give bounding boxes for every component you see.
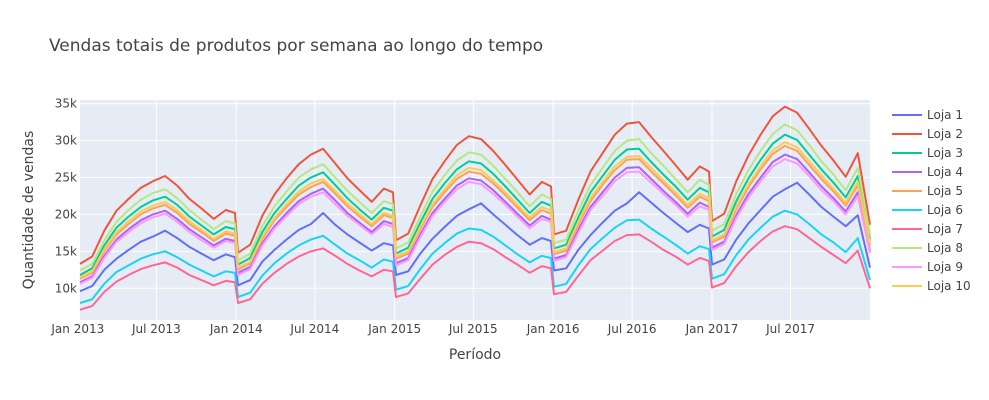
plot-area: [80, 100, 870, 320]
series-line-loja-9[interactable]: [79, 158, 871, 285]
x-tick-label: Jul 2015: [448, 322, 498, 336]
y-tick-label: 10k: [55, 281, 77, 295]
legend-label: Loja 1: [927, 108, 963, 122]
legend-item-loja-6[interactable]: Loja 6: [892, 203, 963, 217]
x-tick-label: Jan 2017: [685, 322, 739, 336]
series-line-loja-5[interactable]: [79, 144, 871, 280]
y-tick-label: 35k: [55, 97, 77, 111]
x-axis-label: Período: [449, 347, 501, 363]
legend-label: Loja 5: [927, 184, 963, 198]
legend-item-loja-2[interactable]: Loja 2: [892, 127, 963, 141]
y-tick-label: 30k: [55, 134, 77, 148]
legend-item-loja-5[interactable]: Loja 5: [892, 184, 963, 198]
legend-label: Loja 2: [927, 127, 963, 141]
x-tick-label: Jan 2014: [209, 322, 263, 336]
x-tick-label: Jul 2016: [607, 322, 657, 336]
x-tick-label: Jul 2014: [289, 322, 339, 336]
legend-item-loja-9[interactable]: Loja 9: [892, 260, 963, 274]
y-axis-label: Quantidade de vendas: [21, 131, 37, 290]
series-line-loja-7[interactable]: [79, 225, 871, 311]
x-tick-label: Jan 2013: [50, 322, 104, 336]
legend-item-loja-8[interactable]: Loja 8: [892, 241, 963, 255]
chart-title: Vendas totais de produtos por semana ao …: [49, 36, 543, 56]
x-tick-label: Jan 2016: [526, 322, 580, 336]
series-line-loja-8[interactable]: [79, 123, 871, 272]
series-lines: [79, 105, 871, 311]
legend-label: Loja 3: [927, 146, 963, 160]
x-tick-label: Jul 2017: [765, 322, 815, 336]
x-tick-label: Jul 2013: [131, 322, 181, 336]
y-tick-labels: 10k 15k 20k 25k 30k 35k: [55, 97, 77, 296]
series-line-loja-3[interactable]: [79, 133, 871, 276]
legend-item-loja-3[interactable]: Loja 3: [892, 146, 963, 160]
x-tick-label: Jan 2015: [367, 322, 421, 336]
legend-label: Loja 9: [927, 260, 963, 274]
legend-label: Loja 4: [927, 165, 963, 179]
legend-label: Loja 10: [927, 279, 971, 293]
series-line-loja-10[interactable]: [79, 141, 871, 279]
legend-item-loja-10[interactable]: Loja 10: [892, 279, 971, 293]
legend-label: Loja 6: [927, 203, 963, 217]
y-tick-label: 20k: [55, 207, 77, 221]
legend: Loja 1 Loja 2 Loja 3 Loja 4 Loja 5 Loja 6 Loja…: [892, 108, 971, 293]
legend-item-loja-1[interactable]: Loja 1: [892, 108, 963, 122]
series-line-loja-6[interactable]: [79, 209, 871, 304]
legend-item-loja-7[interactable]: Loja 7: [892, 222, 963, 236]
y-tick-label: 25k: [55, 171, 77, 185]
series-line-loja-4[interactable]: [79, 153, 871, 284]
x-tick-labels: Jan 2013 Jul 2013 Jan 2014 Jul 2014 Jan 2015…: [50, 322, 815, 336]
series-line-loja-1[interactable]: [79, 181, 871, 293]
legend-label: Loja 7: [927, 222, 963, 236]
series-line-loja-2[interactable]: [79, 105, 871, 265]
y-tick-label: 15k: [55, 244, 77, 258]
legend-label: Loja 8: [927, 241, 963, 255]
legend-item-loja-4[interactable]: Loja 4: [892, 165, 963, 179]
